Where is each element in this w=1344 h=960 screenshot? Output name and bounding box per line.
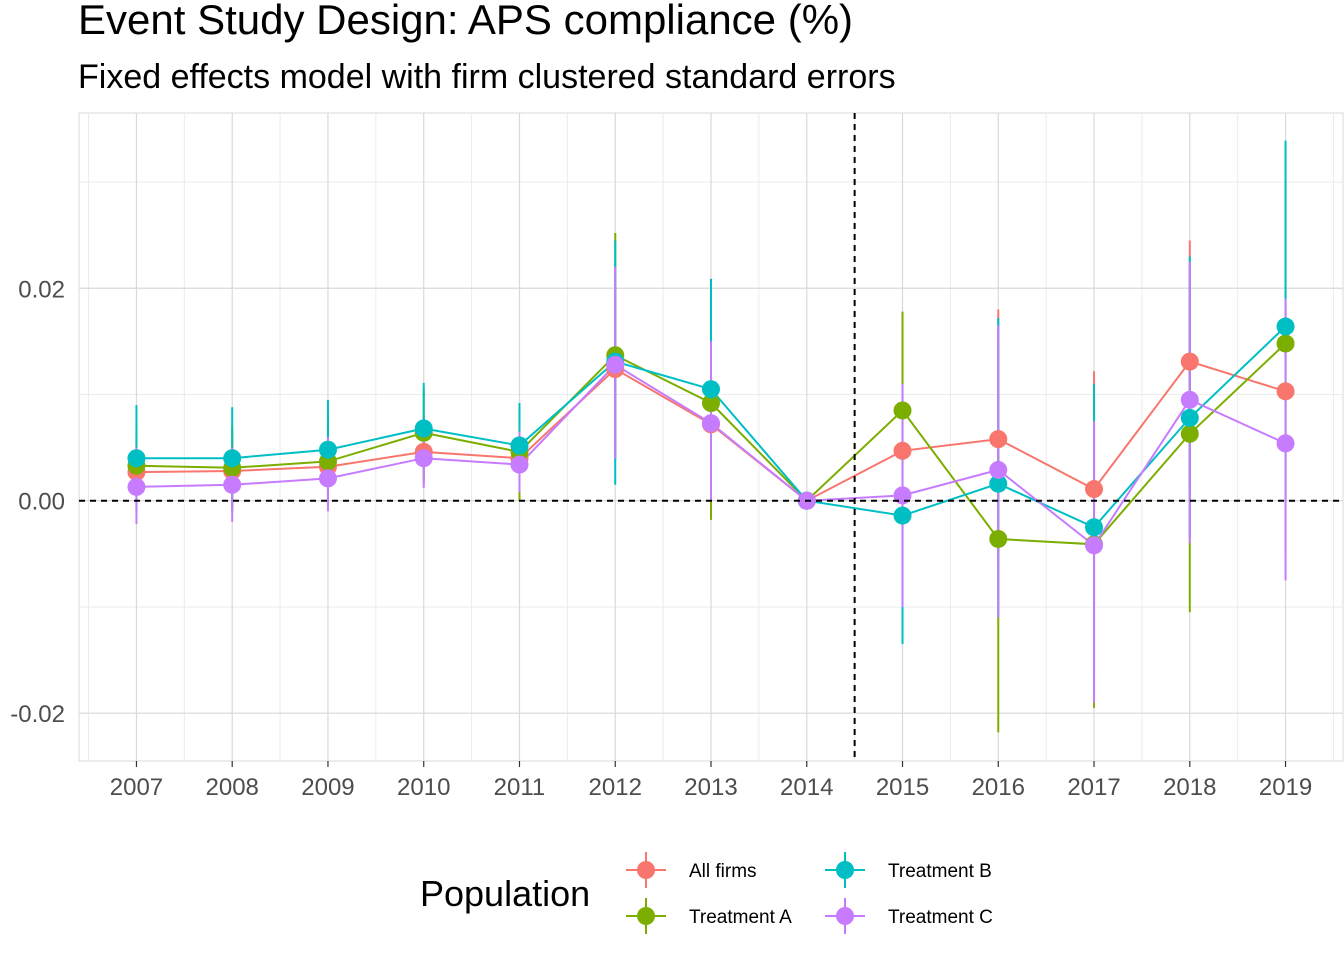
data-point	[1276, 434, 1295, 453]
y-tick-label: 0.00	[18, 489, 65, 516]
data-point	[989, 460, 1008, 479]
data-point	[606, 355, 625, 374]
legend-key-point	[836, 861, 854, 879]
x-tick-label: 2011	[494, 774, 546, 801]
legend-key-point	[637, 907, 655, 925]
legend-key-point	[637, 861, 655, 879]
x-tick-label: 2018	[1163, 774, 1216, 801]
data-point	[414, 419, 433, 438]
x-tick-label: 2009	[301, 774, 354, 801]
data-point	[1085, 536, 1104, 555]
data-point	[1180, 352, 1199, 371]
y-tick-label: 0.02	[18, 276, 65, 303]
data-point	[318, 440, 337, 459]
legend-key-point	[836, 907, 854, 925]
legend-label: All firms	[689, 861, 757, 882]
data-point	[893, 506, 912, 525]
data-point	[1085, 480, 1104, 499]
x-tick-label: 2016	[972, 774, 1025, 801]
chart-title: Event Study Design: APS compliance (%)	[78, 0, 854, 43]
data-point	[127, 477, 146, 496]
legend-label: Treatment A	[689, 907, 792, 928]
data-point	[989, 474, 1008, 493]
data-point	[893, 401, 912, 420]
x-tick-label: 2017	[1067, 774, 1120, 801]
data-point	[127, 449, 146, 468]
chart-subtitle: Fixed effects model with firm clustered …	[78, 58, 896, 96]
data-point	[989, 430, 1008, 449]
data-point	[1276, 334, 1295, 353]
x-tick-label: 2014	[780, 774, 833, 801]
data-point	[318, 469, 337, 488]
data-point	[414, 449, 433, 468]
data-point	[702, 414, 720, 433]
data-point	[1180, 390, 1199, 409]
data-point	[1276, 382, 1295, 401]
y-tick-label: -0.02	[10, 701, 65, 728]
data-point	[702, 394, 720, 413]
data-point	[510, 436, 529, 455]
x-tick-label: 2010	[397, 774, 450, 801]
x-tick-label: 2007	[110, 774, 163, 801]
x-tick-label: 2015	[876, 774, 929, 801]
x-tick-label: 2013	[684, 774, 737, 801]
data-point	[893, 441, 912, 460]
x-tick-label: 2008	[206, 774, 259, 801]
legend-title: Population	[420, 873, 590, 914]
data-point	[1180, 408, 1199, 427]
data-point	[989, 529, 1008, 548]
data-point	[702, 380, 720, 399]
legend-label: Treatment C	[888, 907, 993, 928]
x-tick-label: 2019	[1259, 774, 1312, 801]
data-point	[1180, 424, 1199, 443]
data-point	[1085, 518, 1104, 537]
data-point	[1276, 317, 1295, 336]
data-point	[510, 455, 529, 474]
legend-label: Treatment B	[888, 861, 992, 882]
data-point	[223, 449, 242, 468]
x-tick-label: 2012	[589, 774, 642, 801]
data-point	[223, 475, 242, 494]
